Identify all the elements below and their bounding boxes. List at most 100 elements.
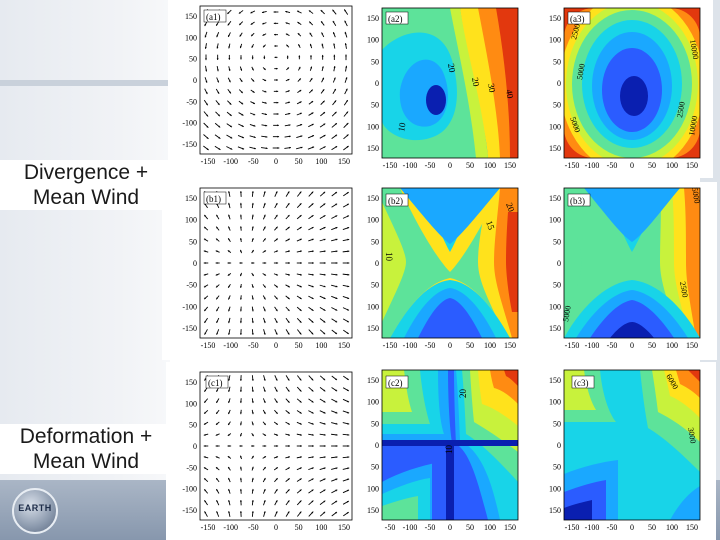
filled-contours	[382, 370, 518, 520]
y-tick-label: 50	[371, 101, 379, 110]
wind-vector-head	[252, 262, 255, 264]
plot-frame	[381, 369, 519, 521]
wind-vector-head	[216, 320, 219, 323]
wind-vector-head	[205, 92, 208, 95]
wind-vector-head	[262, 33, 265, 36]
wind-vector-head	[347, 262, 350, 264]
wind-vector-head	[263, 45, 265, 48]
x-tick-label: 100	[666, 523, 678, 532]
wind-vector-head	[204, 35, 207, 38]
panel-b2-contours: 150 100 50 0 50 100 150 -150 -100 -50 0 50 100 150 (…	[367, 187, 519, 350]
wind-vector-head	[299, 191, 302, 194]
filled-contours	[382, 188, 518, 338]
wind-vector-head	[323, 456, 326, 459]
wind-vector-head	[215, 262, 218, 264]
wind-vector-head	[288, 135, 291, 138]
wind-vector-head	[263, 422, 266, 425]
wind-vector-head	[251, 321, 254, 324]
panel-tag-box	[385, 193, 409, 207]
wind-vector-head	[347, 227, 350, 229]
wind-vector-head	[323, 135, 326, 137]
y-axis: 150 100 50 0 50 100 150	[549, 376, 561, 515]
x-tick-label: -50	[248, 157, 259, 166]
wind-vector-head	[309, 43, 312, 46]
wind-vector-head	[204, 500, 207, 503]
wind-vector-head	[323, 411, 326, 414]
wind-vector-head	[288, 101, 291, 104]
panel-tag-box	[567, 193, 591, 207]
wind-vector-head	[251, 34, 254, 37]
wind-vector-head	[311, 203, 314, 206]
y-tick-label: 50	[371, 237, 379, 246]
wind-vector-head	[227, 12, 230, 14]
wind-vector-head	[299, 389, 302, 392]
wind-vector-head	[275, 332, 278, 335]
contour-label: 20	[446, 63, 457, 74]
wind-vector-head	[310, 55, 312, 57]
wind-vector-head	[287, 297, 290, 300]
wind-vector-head	[216, 400, 219, 403]
x-tick-label: -50	[425, 161, 436, 170]
wind-vector-head	[311, 478, 314, 481]
x-tick-label: -50	[607, 161, 618, 170]
wind-vector-head	[252, 445, 255, 447]
y-tick-label: 100	[367, 398, 379, 407]
wind-vector-head	[311, 112, 314, 115]
wind-vector-head	[311, 422, 314, 425]
x-tick-label: -100	[403, 523, 418, 532]
wind-vector-head	[275, 500, 278, 503]
x-tick-label: 150	[504, 523, 516, 532]
wind-vector-head	[216, 35, 219, 38]
wind-vector-head	[275, 320, 278, 323]
wind-vector-head	[311, 378, 314, 381]
wind-vector-head	[228, 332, 231, 335]
wind-vector-head	[299, 285, 302, 288]
wind-vector-head	[240, 68, 243, 71]
x-axis: -150 -100 -50 0 50 100 150	[201, 157, 350, 166]
wind-vector-head	[263, 378, 266, 381]
x-axis: -150 -100 -50 0 50 100 150	[201, 341, 350, 350]
wind-vector-head	[311, 215, 314, 218]
wind-vector-head	[276, 262, 279, 264]
x-tick-label: -100	[403, 341, 418, 350]
y-tick-label: 0	[375, 259, 379, 268]
wind-vector-head	[346, 146, 349, 148]
y-tick-label: 100	[549, 484, 561, 493]
wind-vector-head	[275, 285, 278, 288]
wind-vector-head	[333, 32, 335, 35]
wind-vector-head	[287, 309, 290, 312]
wind-vector-head	[230, 136, 233, 139]
wind-vector-head	[323, 433, 326, 436]
contour-label: 10000	[687, 115, 699, 136]
wind-vector-head	[287, 456, 290, 459]
wind-vector-head	[251, 226, 254, 229]
panel-tag-box	[385, 11, 409, 25]
y-tick-label: 0	[557, 441, 561, 450]
wind-vector-head	[216, 478, 219, 481]
wind-vector-head	[229, 113, 232, 116]
wind-vector-head	[203, 422, 206, 425]
wind-vector-head	[287, 226, 290, 229]
y-tick-label: 0	[193, 442, 197, 451]
x-tick-label: -50	[607, 523, 618, 532]
wind-vector-head	[275, 378, 278, 381]
contour-label: 5000	[575, 63, 587, 80]
wind-vector-head	[347, 238, 350, 241]
wind-vector-head	[298, 44, 301, 47]
contour-label: 5000	[690, 187, 702, 204]
wind-vector-head	[215, 273, 218, 276]
wind-vector-head	[299, 101, 302, 104]
wind-vector-head	[311, 135, 314, 137]
wind-vector-head	[251, 378, 254, 381]
wind-vector-head	[228, 285, 230, 288]
plot-frame	[563, 187, 701, 339]
panel-tag: (a1)	[206, 12, 221, 22]
y-tick-label: 100	[185, 33, 197, 42]
wind-vector-head	[204, 511, 207, 514]
x-axis: -150 -100 -50 0 50 100 150	[565, 523, 698, 532]
wind-vector-head	[228, 202, 231, 205]
wind-vector-head	[251, 500, 254, 502]
x-tick-label: 50	[466, 161, 474, 170]
contour-label: 30	[486, 83, 497, 94]
contour-label: 15	[484, 219, 497, 231]
